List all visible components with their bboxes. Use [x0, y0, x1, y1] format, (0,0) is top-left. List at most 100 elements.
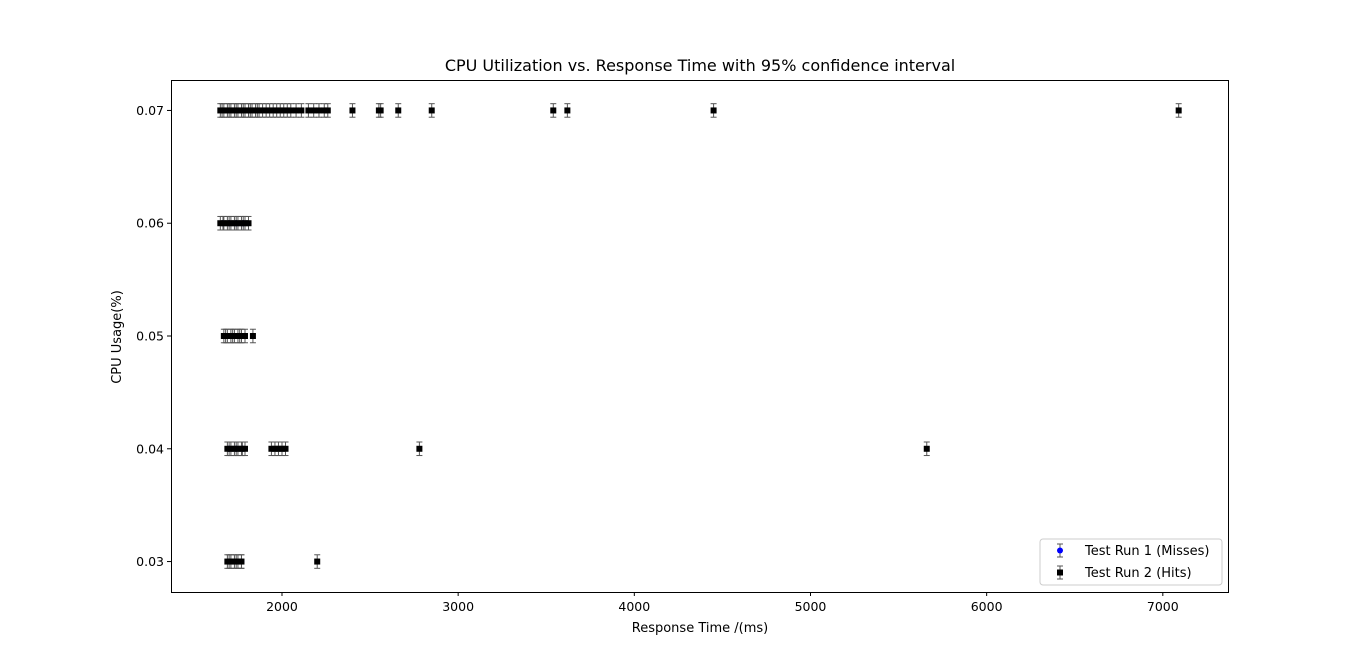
data-point	[227, 107, 234, 114]
data-point	[321, 107, 328, 114]
legend-marker-hits	[1057, 565, 1063, 580]
x-tick-label: 6000	[971, 599, 1003, 614]
data-point	[1175, 107, 1182, 114]
plot-area-frame	[171, 80, 1229, 593]
data-point	[241, 333, 248, 339]
x-axis-label: Response Time /(ms)	[632, 621, 768, 636]
data-point	[314, 558, 321, 565]
data-point	[238, 445, 245, 452]
data-point	[227, 220, 234, 227]
data-point	[234, 107, 241, 114]
y-tick-label: 0.07	[136, 103, 164, 118]
data-point	[241, 220, 248, 227]
data-point	[234, 220, 241, 227]
series-hits	[217, 103, 1182, 569]
data-point	[217, 107, 224, 114]
data-point	[227, 333, 234, 339]
data-point	[280, 107, 287, 114]
x-tick-label: 3000	[442, 599, 474, 614]
data-point	[234, 445, 241, 452]
data-point	[273, 107, 280, 114]
data-point	[227, 558, 234, 565]
legend-marker-misses	[1057, 543, 1063, 558]
data-point	[245, 107, 252, 114]
legend-box	[1039, 538, 1223, 586]
data-point	[270, 107, 277, 114]
data-point	[416, 445, 423, 452]
data-point	[234, 558, 241, 565]
x-tick-label: 7000	[1147, 599, 1179, 614]
data-points-layer	[217, 103, 1182, 569]
data-point	[259, 107, 266, 114]
y-tick-label: 0.04	[136, 441, 164, 456]
data-point	[224, 445, 231, 452]
chart-title: CPU Utilization vs. Response Time with 9…	[445, 56, 955, 75]
data-point	[220, 107, 227, 114]
data-point	[275, 445, 282, 452]
data-point	[231, 333, 238, 339]
data-point	[377, 107, 384, 114]
data-point	[249, 107, 256, 114]
data-point	[277, 107, 284, 114]
data-point	[293, 107, 300, 114]
data-point	[231, 220, 238, 227]
data-point	[224, 107, 231, 114]
data-point	[282, 445, 289, 452]
data-point	[238, 333, 245, 339]
legend-label-hits: Test Run 2 (Hits)	[1084, 566, 1192, 581]
y-tick-label: 0.05	[136, 329, 164, 344]
data-point	[220, 220, 227, 227]
data-point	[271, 445, 278, 452]
data-point	[263, 107, 270, 114]
y-tick-label: 0.03	[136, 554, 164, 569]
data-point	[245, 220, 252, 227]
data-point	[395, 107, 402, 114]
data-point	[310, 107, 317, 114]
legend: Test Run 1 (Misses) Test Run 2 (Hits)	[1039, 538, 1223, 586]
data-point	[238, 558, 245, 565]
data-point	[224, 558, 231, 565]
data-point	[305, 107, 312, 114]
data-point	[284, 107, 291, 114]
data-point	[227, 445, 234, 452]
y-tick-label: 0.06	[136, 216, 164, 231]
data-point	[278, 445, 285, 452]
data-point	[238, 220, 245, 227]
data-point	[224, 220, 231, 227]
data-point	[224, 333, 231, 339]
data-point	[324, 107, 331, 114]
data-point	[231, 558, 238, 565]
data-point	[268, 445, 275, 452]
data-point	[256, 107, 263, 114]
data-point	[234, 333, 241, 339]
legend-marker-symbol	[1057, 569, 1063, 576]
x-tick-label: 5000	[795, 599, 827, 614]
data-point	[349, 107, 356, 114]
data-point	[266, 107, 273, 114]
x-tick-label: 2000	[266, 599, 298, 614]
data-point	[315, 107, 322, 114]
legend-marker-symbol	[1057, 547, 1063, 554]
y-axis: 0.03 0.04 0.05 0.06 0.07	[136, 103, 171, 569]
data-point	[220, 333, 227, 339]
data-point	[238, 107, 245, 114]
data-point	[564, 107, 571, 114]
data-point	[710, 107, 717, 114]
data-point	[241, 445, 248, 452]
data-point	[428, 107, 435, 114]
x-axis: 2000 3000 4000 5000 6000 7000	[266, 592, 1179, 614]
data-point	[287, 107, 294, 114]
data-point	[249, 333, 256, 339]
x-tick-label: 4000	[618, 599, 650, 614]
data-point	[231, 445, 238, 452]
data-point	[298, 107, 305, 114]
y-axis-label: CPU Usage(%)	[110, 290, 125, 384]
data-point	[241, 107, 248, 114]
legend-label-misses: Test Run 1 (Misses)	[1084, 544, 1209, 559]
data-point	[550, 107, 557, 114]
data-point	[252, 107, 259, 114]
data-point	[231, 107, 238, 114]
data-point	[923, 445, 930, 452]
